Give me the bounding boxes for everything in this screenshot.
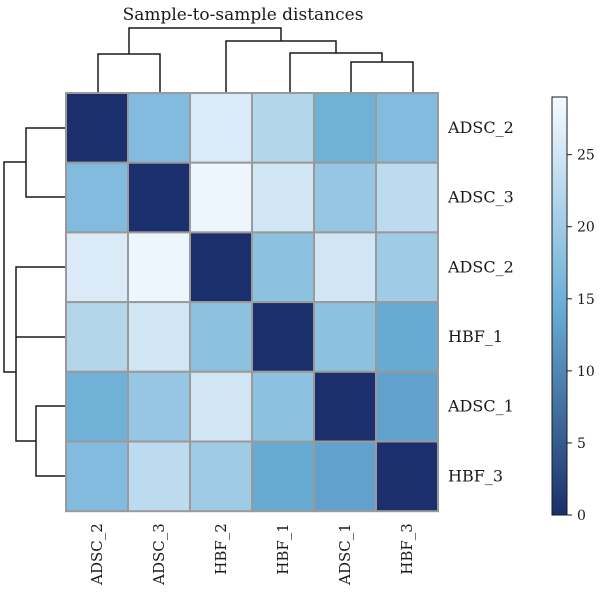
heatmap-cell — [127, 231, 191, 304]
heatmap-cell — [65, 301, 129, 373]
row-label: ADSC_3 — [447, 188, 514, 207]
heatmap-cell — [251, 92, 315, 164]
color-scale-tick-label: 0 — [577, 508, 586, 524]
row-dendrogram — [3, 127, 66, 477]
heatmap-cells — [65, 92, 439, 513]
heatmap-cell — [251, 301, 315, 373]
row-label: HBF_3 — [448, 466, 503, 485]
heatmap-cell — [375, 440, 439, 513]
color-scale-tick-label: 5 — [577, 436, 586, 452]
color-scale-gradient — [551, 96, 568, 516]
row-labels: ADSC_2 ADSC_3 ADSC_2 HBF_1 ADSC_1 HBF_3 — [447, 118, 514, 486]
heatmap-cell — [375, 92, 439, 164]
heatmap-cell — [375, 231, 439, 304]
column-label: ADSC_2 — [88, 523, 106, 586]
color-scale-tick-label: 20 — [577, 220, 595, 236]
chart-title: Sample-to-sample distances — [123, 5, 364, 25]
heatmap-cell — [251, 231, 315, 304]
heatmap-cell — [127, 301, 191, 373]
heatmap-cell — [127, 161, 191, 234]
row-dendrogram-branches — [3, 127, 66, 477]
color-scale-bar: 0 5 10 15 20 25 — [551, 96, 595, 524]
heatmap-cell — [127, 92, 191, 164]
heatmap-cell — [189, 92, 253, 164]
heatmap-cell — [189, 301, 253, 373]
row-label: ADSC_2 — [447, 257, 514, 276]
column-label: HBF_1 — [274, 523, 292, 575]
heatmap-cell — [313, 370, 377, 443]
color-scale-tick-label: 15 — [577, 292, 595, 308]
row-label: HBF_1 — [448, 327, 503, 346]
color-scale-tick-label: 25 — [577, 148, 595, 164]
heatmap-cell — [375, 370, 439, 443]
column-labels: ADSC_2 ADSC_3 HBF_2 HBF_1 ADSC_1 HBF_3 — [88, 523, 416, 586]
heatmap-cell — [65, 370, 129, 443]
heatmap-cell — [65, 92, 129, 164]
heatmap-cell — [127, 440, 191, 513]
column-dendrogram-branches — [97, 27, 414, 92]
heatmap-cell — [65, 161, 129, 234]
heatmap-cell — [313, 440, 377, 513]
column-label: HBF_3 — [398, 523, 416, 575]
row-label: ADSC_2 — [447, 118, 514, 137]
heatmap-cell — [313, 231, 377, 304]
heatmap-cell — [65, 440, 129, 513]
heatmap-cell — [251, 161, 315, 234]
heatmap-cell — [127, 370, 191, 443]
heatmap-cell — [65, 231, 129, 304]
heatmap-cell — [313, 92, 377, 164]
heatmap-cell — [189, 161, 253, 234]
heatmap-cell — [313, 301, 377, 373]
color-scale-ticks: 0 5 10 15 20 25 — [567, 148, 595, 524]
heatmap-cell — [375, 161, 439, 234]
column-label: ADSC_1 — [336, 523, 354, 586]
heatmap-cell — [313, 161, 377, 234]
column-dendrogram — [97, 27, 414, 92]
heatmap-cell — [189, 231, 253, 304]
color-scale-tick-label: 10 — [577, 364, 595, 380]
heatmap-cell — [189, 440, 253, 513]
column-label: ADSC_3 — [150, 523, 168, 586]
heatmap-cell — [189, 370, 253, 443]
heatmap-cell — [251, 370, 315, 443]
heatmap-cell — [251, 440, 315, 513]
column-label: HBF_2 — [212, 523, 230, 575]
row-label: ADSC_1 — [447, 397, 514, 416]
heatmap-cell — [375, 301, 439, 373]
